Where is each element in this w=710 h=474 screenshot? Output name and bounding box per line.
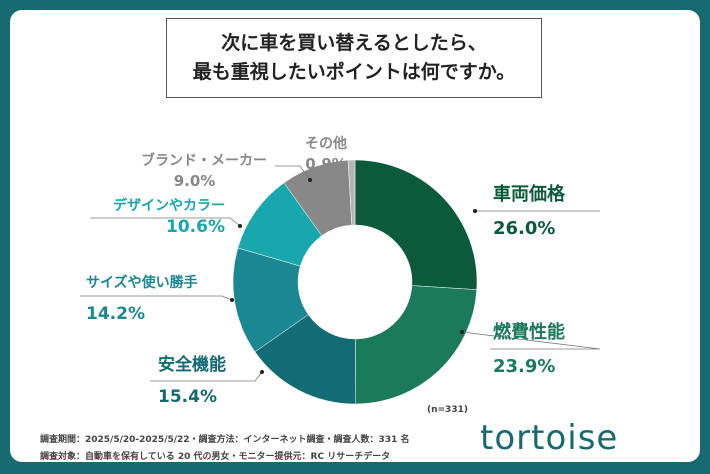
footer-line-2: 調査対象：自動車を保有している 20 代の男女・モニター提供元：RC リサーチデ… — [40, 452, 391, 462]
leader-dot-5 — [308, 178, 312, 182]
slice-1 — [355, 285, 478, 405]
value-label: 14.2% — [86, 304, 145, 324]
category-label: 安全機能 — [158, 355, 226, 375]
sample-size: (n=331) — [427, 405, 468, 415]
category-label: 車両価格 — [493, 184, 565, 205]
value-label: 10.6% — [166, 217, 225, 237]
leader-dot-0 — [473, 209, 477, 213]
leader-line-3 — [80, 295, 233, 301]
category-label: 燃費性能 — [493, 322, 565, 343]
footer-line-1: 調査期間：2025/5/20-2025/5/22・調査方法：インターネット調査・… — [40, 435, 410, 445]
label-3: サイズや使い勝手 14.2% — [86, 272, 198, 324]
leader-line-1 — [461, 331, 601, 350]
tortoise-logo: tortoise — [480, 418, 618, 458]
title-line-2: 最も重視したいポイントは何ですか。 — [192, 61, 516, 83]
label-1: 燃費性能 23.9% — [493, 318, 565, 377]
value-label: 15.4% — [158, 387, 217, 407]
slice-6 — [347, 159, 356, 226]
leader-line-5 — [275, 165, 311, 181]
leader-line-2 — [150, 371, 263, 382]
label-6: その他 0.9% — [305, 133, 347, 173]
logo-text: tortoise — [480, 418, 619, 458]
category-label: デザインやカラー — [113, 198, 225, 214]
value-label: 26.0% — [493, 218, 556, 239]
leader-dot-1 — [460, 330, 464, 334]
leader-dot-4 — [238, 224, 242, 228]
leader-dot-3 — [230, 298, 234, 302]
label-2: 安全機能 15.4% — [158, 350, 226, 407]
value-label: 0.9% — [305, 155, 347, 173]
value-label: 9.0% — [173, 172, 216, 190]
leader-line-4 — [90, 217, 241, 227]
category-label: サイズや使い勝手 — [86, 275, 198, 291]
value-label: 23.9% — [493, 356, 556, 377]
category-label: ブランド・メーカー — [141, 153, 267, 169]
slice-0 — [354, 159, 478, 290]
label-4: デザインやカラー 10.6% — [100, 195, 225, 237]
label-5: ブランド・メーカー 9.0% — [122, 150, 267, 190]
leader-dot-2 — [260, 370, 264, 374]
chart-title: 次に車を買い替えるとしたら、 最も重視したいポイントは何ですか。 — [166, 18, 542, 98]
title-line-1: 次に車を買い替えるとしたら、 — [221, 32, 487, 54]
category-label: その他 — [305, 136, 347, 152]
label-0: 車両価格 26.0% — [493, 180, 565, 239]
